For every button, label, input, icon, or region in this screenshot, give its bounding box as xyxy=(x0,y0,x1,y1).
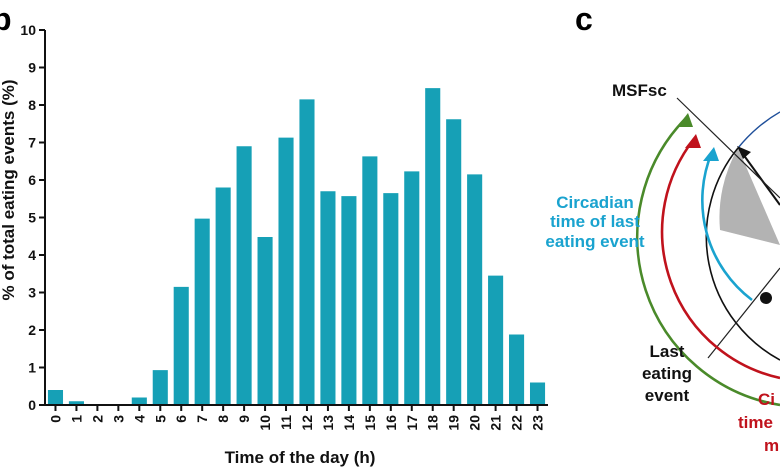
x-axis: 0 1 2 3 4 5 6 7 8 9 10 11 12 13 14 15 16 17 18 19 20 21 22 23 xyxy=(45,404,548,431)
red-label-line2: time xyxy=(738,413,773,432)
x-tick-label: 9 xyxy=(236,415,252,423)
bar-19 xyxy=(446,119,462,405)
x-axis-title: Time of the day (h) xyxy=(225,448,376,467)
x-tick-label: 13 xyxy=(320,415,336,431)
x-tick-label: 23 xyxy=(530,415,546,431)
y-tick-label: 10 xyxy=(20,22,36,38)
msfsc-label: MSFsc xyxy=(612,81,667,100)
last-event-line3: event xyxy=(645,386,690,405)
bar-13 xyxy=(320,191,336,405)
x-tick-label: 18 xyxy=(425,415,441,431)
x-tick-label: 6 xyxy=(173,415,189,423)
bar-16 xyxy=(383,193,399,405)
x-tick-label: 12 xyxy=(299,415,315,431)
y-axis: 0 1 2 3 4 5 6 7 8 9 10 xyxy=(20,22,46,413)
clock-circle-edge xyxy=(705,147,780,361)
y-tick-label: 6 xyxy=(28,172,36,188)
bar-12 xyxy=(299,99,315,405)
msfsc-line xyxy=(676,97,780,199)
bar-0 xyxy=(47,390,64,405)
bar-10 xyxy=(257,237,273,405)
last-event-line1: Last xyxy=(650,342,685,361)
x-tick-label: 19 xyxy=(446,415,462,431)
y-tick-label: 1 xyxy=(28,360,36,376)
red-arrowhead xyxy=(685,134,701,148)
x-tick-label: 8 xyxy=(215,415,231,423)
y-tick-label: 9 xyxy=(28,60,36,76)
y-tick-label: 0 xyxy=(28,397,36,413)
bar-23 xyxy=(529,382,546,405)
bar-4 xyxy=(131,397,147,405)
x-tick-label: 21 xyxy=(488,415,504,431)
clock-hand-arrowhead xyxy=(737,146,751,159)
last-event-dot xyxy=(760,292,772,304)
x-tick-label: 14 xyxy=(341,415,357,431)
x-tick-label: 11 xyxy=(278,415,294,430)
last-event-line2: eating xyxy=(642,364,692,383)
y-tick-label: 7 xyxy=(28,135,36,151)
x-tick-label: 20 xyxy=(467,415,483,431)
bar-5 xyxy=(152,370,168,405)
bar-22 xyxy=(509,334,525,405)
panel-letter-c: c xyxy=(575,1,593,37)
bars xyxy=(47,88,546,405)
bar-11 xyxy=(278,137,294,405)
bar-7 xyxy=(194,218,210,405)
x-tick-label: 5 xyxy=(152,415,168,423)
bar-1 xyxy=(68,401,84,405)
x-tick-label: 1 xyxy=(68,415,84,423)
y-tick-label: 2 xyxy=(28,322,36,338)
green-arc xyxy=(635,117,780,407)
x-tick-label: 3 xyxy=(110,415,126,423)
circadian-last-line2: time of last xyxy=(550,212,640,231)
circadian-last-line3: eating event xyxy=(545,232,645,251)
red-label-line1: Ci xyxy=(758,390,775,409)
bar-6 xyxy=(173,286,189,405)
x-tick-label: 17 xyxy=(404,415,420,431)
clock-hand-arrow xyxy=(739,149,780,206)
bar-21 xyxy=(488,275,504,405)
x-tick-label: 15 xyxy=(362,415,378,431)
bar-18 xyxy=(425,88,441,405)
x-tick-label: 2 xyxy=(89,415,105,423)
blue-arrowhead xyxy=(703,147,719,161)
x-tick-label: 7 xyxy=(194,415,210,423)
blue-arc xyxy=(701,151,753,302)
bar-17 xyxy=(404,171,420,405)
x-tick-label: 0 xyxy=(47,415,63,423)
red-label-line3: m xyxy=(764,436,779,455)
green-arrowhead xyxy=(677,113,693,127)
gray-wedge xyxy=(719,148,780,245)
bar-8 xyxy=(215,187,231,405)
bar-9 xyxy=(236,146,252,405)
circadian-last-line1: Circadian xyxy=(556,193,633,212)
bar-15 xyxy=(362,156,378,405)
y-tick-label: 8 xyxy=(28,97,36,113)
x-tick-label: 16 xyxy=(383,415,399,431)
y-tick-label: 5 xyxy=(28,210,36,226)
red-arc xyxy=(660,138,780,380)
last-event-line xyxy=(707,267,780,359)
y-tick-label: 3 xyxy=(28,285,36,301)
bar-14 xyxy=(341,196,357,405)
x-tick-label: 4 xyxy=(131,415,147,423)
panel-letter-b: b xyxy=(0,1,12,37)
x-tick-label: 10 xyxy=(257,415,273,431)
y-tick-label: 4 xyxy=(28,247,36,263)
bar-20 xyxy=(467,174,483,405)
x-tick-label: 22 xyxy=(509,415,525,431)
y-axis-title: % of total eating events (%) xyxy=(0,79,18,300)
blue-edge xyxy=(737,111,780,149)
